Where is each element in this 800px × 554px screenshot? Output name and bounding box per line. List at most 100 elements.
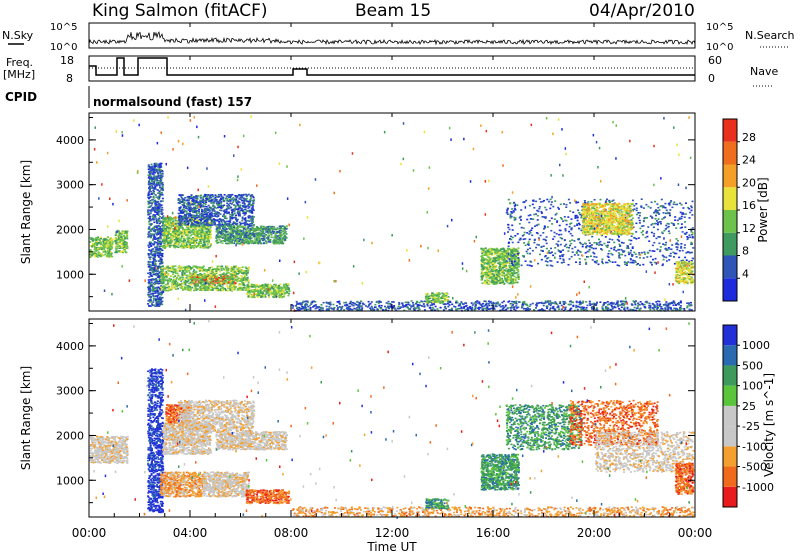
echo-cell-r2	[150, 230, 153, 232]
echo-cell-r2	[155, 162, 158, 165]
echo-cell-r7	[201, 284, 204, 286]
echo-cell-r5	[278, 231, 281, 234]
echo-cell-r4	[249, 199, 252, 201]
echo-cell-r0	[109, 241, 112, 243]
echo-cell-r7	[238, 288, 241, 290]
echo-cell-r6	[228, 277, 231, 280]
echo-cell-r2	[149, 233, 152, 235]
echo-cell-r7	[171, 287, 174, 290]
echo-cell-r0	[102, 240, 105, 243]
echo-cell-r1	[123, 247, 126, 249]
echo-cell-r5	[282, 228, 285, 230]
echo-cell-r4	[217, 206, 220, 209]
echo-cell-r2	[155, 274, 158, 277]
echo-cell-r2	[155, 245, 158, 248]
echo-cell-r5	[232, 238, 235, 240]
echo-cell-r7	[242, 279, 245, 281]
echo-cell-r7	[184, 270, 187, 272]
echo-cell-r1	[117, 235, 120, 238]
echo-cell-r3	[173, 243, 176, 245]
echo-cell-r4	[209, 194, 212, 196]
echo-cell-r1	[120, 242, 123, 245]
echo-cell-r4	[180, 218, 183, 220]
echo-cell-r1	[115, 249, 118, 251]
echo-cell-r3	[195, 246, 198, 249]
echo-cell-r2	[158, 190, 161, 193]
echo-cell-r4	[180, 201, 183, 203]
echo-cell-r2	[153, 242, 156, 245]
echo-cell-r2	[153, 190, 155, 193]
echo-cell-r4	[241, 219, 244, 222]
echo-cell-r3	[174, 230, 177, 233]
echo-cell-r2	[159, 216, 162, 218]
echo-cell-r0	[108, 254, 111, 256]
echo-cell-r3	[203, 240, 206, 243]
echo-cell-r5	[223, 229, 226, 231]
echo-cell-r7	[232, 269, 235, 271]
echo-cell-r5	[224, 240, 227, 242]
echo-cell-r4	[177, 198, 180, 200]
echo-cell-r4	[245, 210, 248, 212]
echo-cell-r5	[228, 235, 231, 237]
echo-cell-r2	[159, 254, 161, 257]
echo-cell-r4	[192, 224, 195, 227]
echo-cell-r5	[258, 227, 261, 230]
echo-cell-r7	[188, 277, 191, 280]
echo-cell-r1	[117, 238, 120, 240]
echo-cell-r7	[161, 267, 164, 270]
echo-cell-r4	[191, 210, 194, 213]
echo-cell-r2	[155, 241, 158, 244]
echo-cell-r2	[151, 199, 153, 201]
echo-cell-r2	[154, 184, 156, 186]
echo-cell-r7	[189, 288, 192, 290]
echo-cell-r1	[125, 247, 128, 249]
echo-cell-r4	[220, 207, 223, 209]
echo-cell-r7	[201, 270, 204, 273]
echo-cell-r2	[161, 184, 164, 186]
echo-cell-r4	[205, 220, 208, 222]
echo-cell-r0	[91, 245, 94, 248]
echo-cell-r5	[240, 242, 243, 245]
echo-cell-r4	[219, 218, 222, 221]
echo-cell-r2	[160, 173, 163, 175]
echo-cell-r4	[253, 224, 256, 226]
echo-cell-r5	[221, 229, 223, 232]
echo-cell-r2	[153, 255, 156, 257]
echo-cell-r2	[161, 209, 164, 211]
echo-cell-r7	[205, 289, 208, 291]
echo-cell-r4	[225, 208, 228, 210]
echo-cell-r7	[165, 275, 168, 278]
echo-cell-r4	[205, 213, 208, 216]
echo-cell-r1	[118, 250, 121, 253]
echo-cell-r4	[208, 218, 211, 221]
echo-cell-r1	[124, 244, 127, 247]
echo-cell-r2	[147, 244, 150, 247]
echo-cell-r7	[192, 270, 195, 273]
echo-cell-r7	[239, 268, 241, 270]
echo-cell-r4	[218, 203, 221, 206]
echo-cell-r7	[183, 274, 186, 277]
echo-cell-r4	[179, 221, 182, 223]
echo-cell-r5	[222, 225, 224, 227]
echo-cell-r4	[192, 208, 195, 211]
echo-cell-r2	[149, 195, 152, 198]
echo-cell-r7	[179, 265, 182, 268]
echo-cell-r4	[187, 196, 189, 198]
echo-cell-r7	[203, 275, 206, 277]
echo-cell-r2	[159, 250, 162, 253]
echo-cell-r0	[94, 255, 97, 258]
echo-cell-r1	[124, 243, 127, 246]
beam-title: Beam 15	[355, 1, 431, 21]
echo-cell-r5	[265, 242, 268, 245]
echo-cell-r5	[271, 230, 274, 232]
echo-cell-r4	[246, 205, 249, 207]
echo-cell-r2	[151, 165, 154, 168]
echo-cell-r2	[160, 189, 163, 191]
echo-cell-r2	[152, 172, 155, 174]
echo-cell-r5	[217, 232, 220, 235]
echo-cell-r4	[203, 223, 206, 225]
echo-cell-r7	[216, 267, 219, 270]
echo-cell-r4	[215, 213, 218, 215]
echo-cell-r4	[206, 222, 209, 225]
echo-cell-r4	[242, 194, 245, 197]
